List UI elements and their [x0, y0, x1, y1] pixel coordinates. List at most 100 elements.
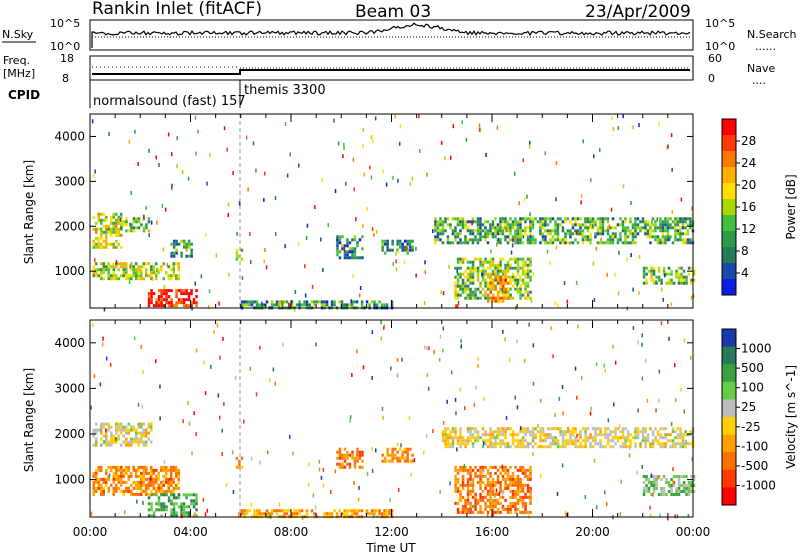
- echo-cell: [235, 248, 239, 252]
- echo-cell: [466, 439, 470, 443]
- echo-speckle: [396, 442, 399, 447]
- echo-cell: [100, 221, 103, 225]
- echo-cell: [514, 489, 517, 493]
- echo-cell: [471, 293, 475, 297]
- echo-cell: [338, 456, 342, 460]
- echo-cell: [446, 238, 450, 242]
- echo-cell: [474, 427, 477, 431]
- echo-cell: [541, 220, 545, 224]
- echo-cell: [491, 489, 495, 493]
- echo-cell: [351, 450, 354, 454]
- echo-speckle: [297, 241, 300, 246]
- echo-cell: [240, 248, 244, 252]
- echo-cell: [561, 220, 565, 224]
- echo-cell: [519, 439, 522, 443]
- echo-cell: [406, 459, 409, 463]
- echo-cell: [95, 242, 98, 246]
- echo-cell: [280, 509, 284, 513]
- echo-cell: [333, 509, 336, 513]
- echo-cell: [651, 433, 655, 437]
- echo-cell: [97, 239, 100, 243]
- echo-speckle: [452, 124, 454, 129]
- echo-cell: [353, 253, 357, 257]
- echo-speckle: [561, 463, 564, 468]
- echo-cell: [147, 483, 150, 487]
- echo-cell: [100, 492, 103, 496]
- echo-cell: [165, 298, 168, 302]
- echo-cell: [531, 427, 535, 431]
- echo-cell: [177, 268, 180, 272]
- echo-cell: [110, 215, 113, 219]
- echo-cell: [464, 290, 467, 294]
- echo-cell: [506, 263, 510, 267]
- echo-cell: [526, 293, 530, 297]
- echo-cell: [516, 235, 520, 239]
- echo-cell: [494, 272, 497, 276]
- echo-cell: [102, 271, 105, 275]
- echo-cell: [636, 217, 640, 221]
- echo-cell: [130, 474, 133, 478]
- echo-cell: [401, 456, 404, 460]
- echo-cell: [531, 220, 535, 224]
- echo-speckle: [614, 272, 616, 277]
- echo-cell: [650, 269, 653, 273]
- colorbar-block: [722, 399, 736, 418]
- echo-cell: [579, 433, 582, 437]
- echo-speckle: [528, 322, 530, 327]
- y-tick-label: 3000: [54, 381, 85, 395]
- echo-cell: [526, 290, 530, 294]
- echo-cell: [170, 277, 173, 281]
- echo-cell: [137, 422, 140, 426]
- colorbar-tick-label: 100: [741, 381, 764, 395]
- echo-cell: [391, 239, 394, 243]
- echo-cell: [167, 301, 171, 305]
- echo-cell: [434, 238, 437, 242]
- echo-cell: [127, 474, 130, 478]
- echo-speckle: [409, 181, 412, 186]
- echo-cell: [115, 218, 118, 222]
- echo-cell: [469, 510, 472, 514]
- echo-cell: [195, 502, 198, 506]
- echo-speckle: [102, 336, 104, 341]
- echo-cell: [624, 235, 627, 239]
- echo-cell: [343, 459, 347, 463]
- echo-cell: [172, 271, 175, 275]
- echo-speckle: [419, 149, 421, 153]
- echo-speckle: [243, 419, 245, 424]
- echo-cell: [135, 271, 138, 275]
- echo-cell: [454, 232, 457, 236]
- echo-cell: [285, 300, 289, 304]
- echo-cell: [125, 229, 128, 233]
- echo-cell: [456, 235, 460, 239]
- echo-cell: [383, 303, 386, 307]
- echo-cell: [511, 474, 515, 478]
- echo-speckle: [670, 302, 673, 307]
- echo-cell: [145, 223, 148, 227]
- echo-speckle: [427, 386, 430, 391]
- echo-speckle: [529, 212, 531, 217]
- echo-cell: [481, 272, 485, 276]
- echo-cell: [521, 483, 525, 487]
- echo-speckle: [181, 514, 183, 519]
- echo-speckle: [575, 230, 578, 235]
- echo-cell: [556, 217, 560, 221]
- echo-cell: [675, 487, 678, 490]
- velocity-ylabel: Slant Range [km]: [22, 368, 36, 472]
- echo-cell: [636, 430, 640, 434]
- echo-cell: [584, 217, 587, 221]
- echo-cell: [501, 229, 505, 233]
- echo-cell: [356, 256, 359, 260]
- echo-cell: [105, 483, 108, 487]
- echo-speckle: [580, 193, 583, 198]
- echo-cell: [180, 254, 183, 258]
- echo-cell: [519, 290, 522, 294]
- echo-cell: [100, 468, 103, 472]
- echo-cell: [502, 275, 505, 279]
- echo-cell: [122, 268, 125, 272]
- echo-cell: [479, 504, 482, 508]
- echo-cell: [666, 235, 670, 239]
- echo-cell: [147, 492, 150, 496]
- echo-cell: [125, 262, 128, 266]
- echo-cell: [529, 471, 532, 475]
- echo-cell: [160, 483, 163, 487]
